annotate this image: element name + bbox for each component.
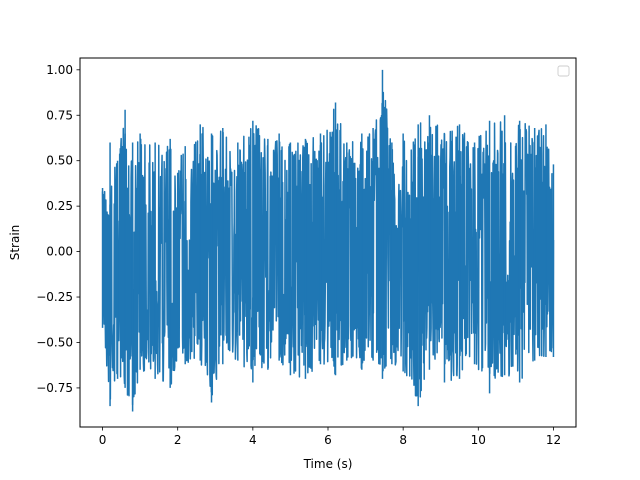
series-layer [101, 69, 555, 412]
x-tick-label: 12 [546, 433, 561, 447]
strain-series-peaks [101, 69, 555, 412]
x-tick-label: 0 [99, 433, 107, 447]
y-tick-label: −0.25 [36, 290, 73, 304]
y-tick-label: 1.00 [46, 63, 73, 77]
legend-box [557, 65, 570, 77]
x-tick-label: 6 [324, 433, 332, 447]
y-axis-label: Strain [8, 225, 22, 261]
y-tick-label: 0.75 [46, 108, 73, 122]
plot-frame [79, 57, 577, 428]
y-tick-label: −0.75 [36, 381, 73, 395]
y-tick-label: 0.00 [46, 245, 73, 259]
x-axis-label: Time (s) [303, 457, 353, 471]
y-tick-label: 0.50 [46, 154, 73, 168]
x-tick-label: 10 [471, 433, 486, 447]
x-tick-label: 4 [249, 433, 257, 447]
x-tick-label: 2 [174, 433, 182, 447]
y-tick-label: 0.25 [46, 199, 73, 213]
x-tick-label: 8 [399, 433, 407, 447]
strain-series-line [101, 91, 555, 406]
y-tick-label: −0.50 [36, 335, 73, 349]
tick-layer: 0 2 4 6 8 10 12 −0.75 −0.50 −0.25 0.00 0.25 0.50 0.75… [36, 63, 561, 447]
